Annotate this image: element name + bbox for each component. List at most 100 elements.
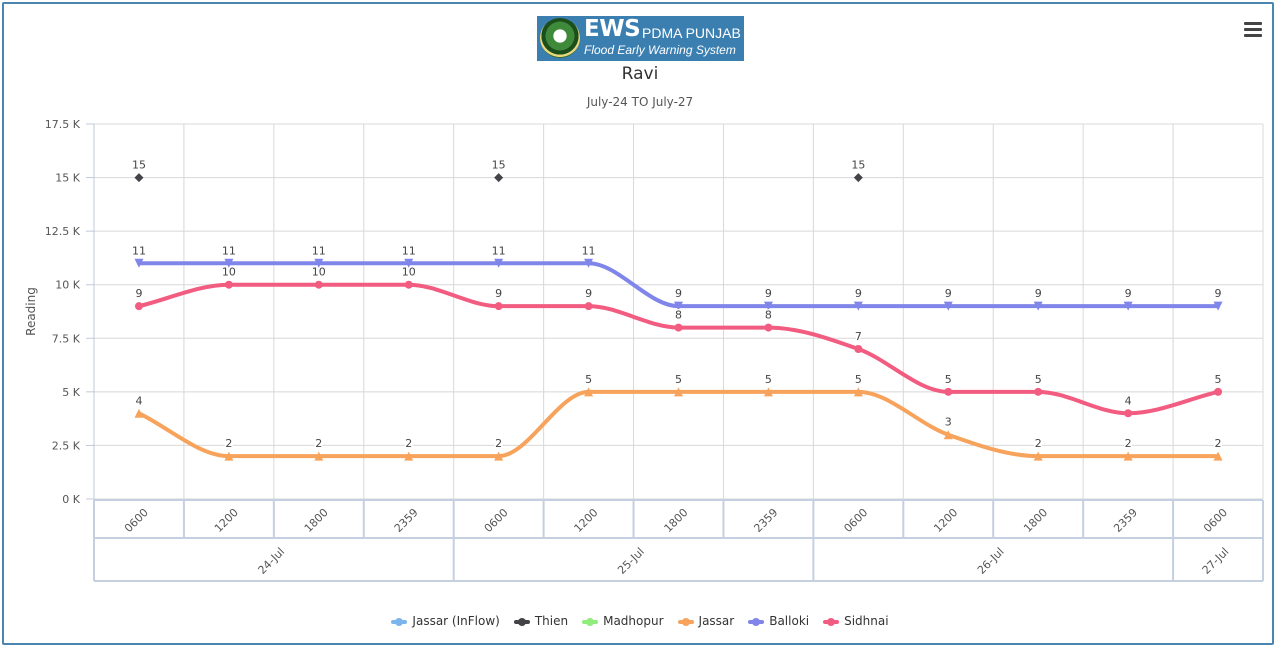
data-label-jassar: 5 <box>585 373 592 386</box>
x-tick-label: 1800 <box>1021 506 1050 535</box>
data-label-balloki: 9 <box>1125 287 1132 300</box>
x-tick-label: 0600 <box>1201 506 1230 535</box>
point-sidhnai <box>1034 387 1043 396</box>
logo-org-text: PDMA PUNJAB <box>642 25 741 41</box>
legend-swatch <box>677 617 694 626</box>
data-label-balloki: 11 <box>132 244 146 257</box>
point-balloki <box>494 258 504 268</box>
data-label-sidhnai: 10 <box>222 266 236 279</box>
chart-legend: Jassar (InFlow) Thien Madhopur Jassar Ballok… <box>0 614 1280 628</box>
data-label-jassar: 2 <box>405 437 412 450</box>
y-tick-label: 17.5 K <box>45 118 81 131</box>
point-sidhnai <box>494 302 503 311</box>
point-jassar <box>674 387 683 397</box>
y-axis-title: Reading <box>24 287 38 336</box>
legend-swatch <box>823 617 840 626</box>
data-label-balloki: 9 <box>1215 287 1222 300</box>
y-tick-label: 12.5 K <box>45 225 81 238</box>
legend-swatch <box>582 617 599 626</box>
x-group-label: 27-Jul <box>1200 545 1232 577</box>
point-sidhnai <box>764 323 773 332</box>
data-label-balloki: 9 <box>675 287 682 300</box>
x-tick-label: 1200 <box>572 506 601 535</box>
data-label-jassar: 5 <box>675 373 682 386</box>
logo-main-text: EWS <box>584 16 641 42</box>
point-sidhnai <box>134 302 143 311</box>
legend-swatch <box>748 617 765 626</box>
legend-swatch <box>513 617 530 626</box>
x-tick-label: 0600 <box>482 506 511 535</box>
data-label-balloki: 11 <box>582 244 596 257</box>
data-label-sidhnai: 9 <box>135 287 142 300</box>
data-label-sidhnai: 5 <box>945 373 952 386</box>
legend-item-madhopur[interactable]: Madhopur <box>582 614 664 628</box>
point-jassar <box>1033 451 1043 461</box>
data-label-jassar: 2 <box>1035 437 1042 450</box>
data-label-sidhnai: 7 <box>855 330 862 343</box>
legend-label: Jassar <box>698 614 735 628</box>
y-tick-label: 10 K <box>55 279 80 292</box>
y-tick-label: 5 K <box>62 386 80 399</box>
point-balloki <box>1033 301 1043 311</box>
point-jassar <box>584 387 594 397</box>
x-tick-label: 2359 <box>751 506 780 535</box>
legend-item-sidhnai[interactable]: Sidhnai <box>823 614 889 628</box>
point-jassar <box>404 451 414 461</box>
legend-item-thien[interactable]: Thien <box>513 614 568 628</box>
data-label-sidhnai: 10 <box>402 266 416 279</box>
point-thien <box>134 173 144 183</box>
point-sidhnai <box>674 323 683 332</box>
data-label-jassar: 2 <box>315 437 322 450</box>
chart-title: Ravi <box>621 64 659 84</box>
legend-item-jassar-inflow[interactable]: Jassar (InFlow) <box>391 614 500 628</box>
data-label-jassar: 2 <box>225 437 232 450</box>
point-jassar <box>494 451 504 461</box>
point-sidhnai <box>1214 387 1223 396</box>
point-jassar <box>763 387 773 397</box>
point-balloki <box>1213 301 1223 311</box>
data-label-sidhnai: 8 <box>765 309 772 322</box>
point-balloki <box>584 258 594 268</box>
legend-label: Madhopur <box>603 614 664 628</box>
point-balloki <box>314 258 324 268</box>
x-tick-label: 1200 <box>931 506 960 535</box>
ews-logo: EWS PDMA PUNJAB Flood Early Warning Syst… <box>537 16 744 61</box>
y-tick-label: 15 K <box>55 172 80 185</box>
legend-item-jassar[interactable]: Jassar <box>677 614 735 628</box>
data-label-jassar: 2 <box>1215 437 1222 450</box>
data-label-jassar: 2 <box>495 437 502 450</box>
point-balloki <box>1123 301 1133 311</box>
point-jassar <box>943 430 953 440</box>
legend-swatch <box>391 617 408 626</box>
legend-label: Sidhnai <box>844 614 889 628</box>
point-sidhnai <box>1124 409 1133 418</box>
x-tick-label: 0600 <box>841 506 870 535</box>
data-label-balloki: 9 <box>945 287 952 300</box>
data-label-thien: 15 <box>132 159 146 172</box>
point-balloki <box>853 301 863 311</box>
data-label-sidhnai: 5 <box>1215 373 1222 386</box>
y-tick-label: 7.5 K <box>52 332 81 345</box>
legend-item-balloki[interactable]: Balloki <box>748 614 809 628</box>
point-balloki <box>134 258 144 268</box>
legend-label: Balloki <box>769 614 810 628</box>
data-label-balloki: 11 <box>492 244 506 257</box>
point-sidhnai <box>314 280 323 289</box>
point-balloki <box>943 301 953 311</box>
point-thien <box>853 173 863 183</box>
data-label-thien: 15 <box>492 159 506 172</box>
x-group-label: 26-Jul <box>975 545 1007 577</box>
y-tick-label: 2.5 K <box>52 439 81 452</box>
point-jassar <box>853 387 863 397</box>
point-jassar <box>1213 451 1223 461</box>
data-label-sidhnai: 10 <box>312 266 326 279</box>
point-balloki <box>674 301 683 311</box>
data-label-sidhnai: 9 <box>585 287 592 300</box>
point-jassar <box>1123 451 1133 461</box>
x-tick-label: 0600 <box>122 506 151 535</box>
point-jassar <box>134 408 144 418</box>
hamburger-menu-icon[interactable] <box>1242 22 1264 40</box>
data-label-jassar: 5 <box>855 373 862 386</box>
